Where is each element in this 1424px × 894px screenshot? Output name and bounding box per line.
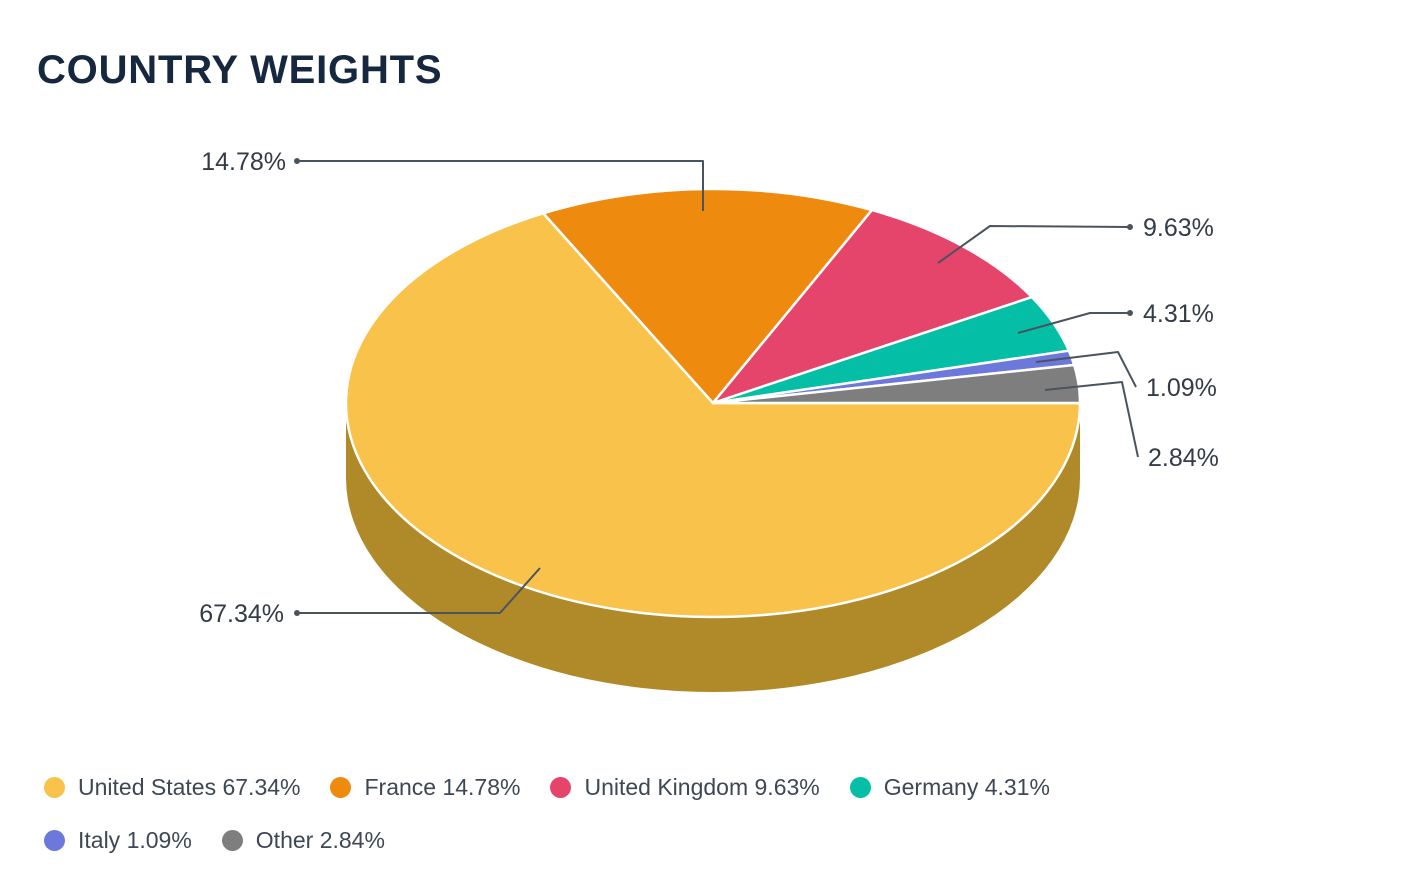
connector-germany [1017,312,1130,334]
legend-marker-icon [849,777,871,798]
pie-slice-side-united-states[interactable] [346,403,1080,692]
legend-label: Germany 4.31% [883,774,1050,800]
connector-dot-germany [1127,310,1133,316]
connector-dot-united-kingdom [1127,224,1133,230]
legend: United States 67.34% France 14.78% United … [44,774,1404,854]
connector-dot-france [294,158,300,164]
data-label-united-kingdom: 9.63% [1143,214,1214,242]
pie-rims [346,403,1080,692]
pie-slice-united-kingdom[interactable] [711,208,1034,405]
legend-marker-icon [550,777,572,798]
data-label-france: 14.78% [201,148,286,176]
connector-france [297,160,704,211]
legend-item-united-states[interactable]: United States 67.34% [44,774,300,801]
data-label-italy: 1.09% [1146,374,1217,402]
legend-row-2: Italy 1.09% Other 2.84% [44,827,1404,854]
legend-marker-icon [44,830,65,851]
legend-label: Other 2.84% [255,827,385,853]
legend-item-italy[interactable]: Italy 1.09% [44,827,192,854]
legend-item-germany[interactable]: Germany 4.31% [849,774,1050,801]
legend-marker-icon [330,777,352,798]
legend-label: Italy 1.09% [78,827,192,853]
connector-other [1044,381,1139,458]
data-labels: 14.78% 67.34% 9.63% 4.31% 1.09% 2.84% [199,148,1219,628]
connectors [294,158,1139,616]
connector-italy [1035,351,1137,388]
pie-slice-other[interactable] [711,363,1082,405]
legend-label: United States 67.34% [78,774,301,800]
connector-dot-united-states [294,610,300,616]
data-label-other: 2.84% [1148,444,1219,472]
legend-marker-icon [221,830,243,851]
legend-item-united-kingdom[interactable]: United Kingdom 9.63% [550,774,820,801]
legend-marker-icon [44,777,65,798]
pie-slice-france[interactable] [541,187,874,405]
pie-slices [344,187,1082,619]
connector-united-kingdom [937,225,1131,264]
data-label-germany: 4.31% [1143,300,1214,328]
legend-item-france[interactable]: France 14.78% [330,774,520,801]
legend-item-other[interactable]: Other 2.84% [221,827,385,854]
data-label-united-states: 67.34% [199,600,284,628]
connector-united-states [297,567,541,614]
legend-row-1: United States 67.34% France 14.78% United … [44,774,1404,801]
chart-title: COUNTRY WEIGHTS [37,48,443,92]
legend-label: France 14.78% [364,774,521,800]
pie-chart-canvas: 14.78% 67.34% 9.63% 4.31% 1.09% 2.84% [199,148,1219,692]
legend-label: United Kingdom 9.63% [584,774,820,800]
